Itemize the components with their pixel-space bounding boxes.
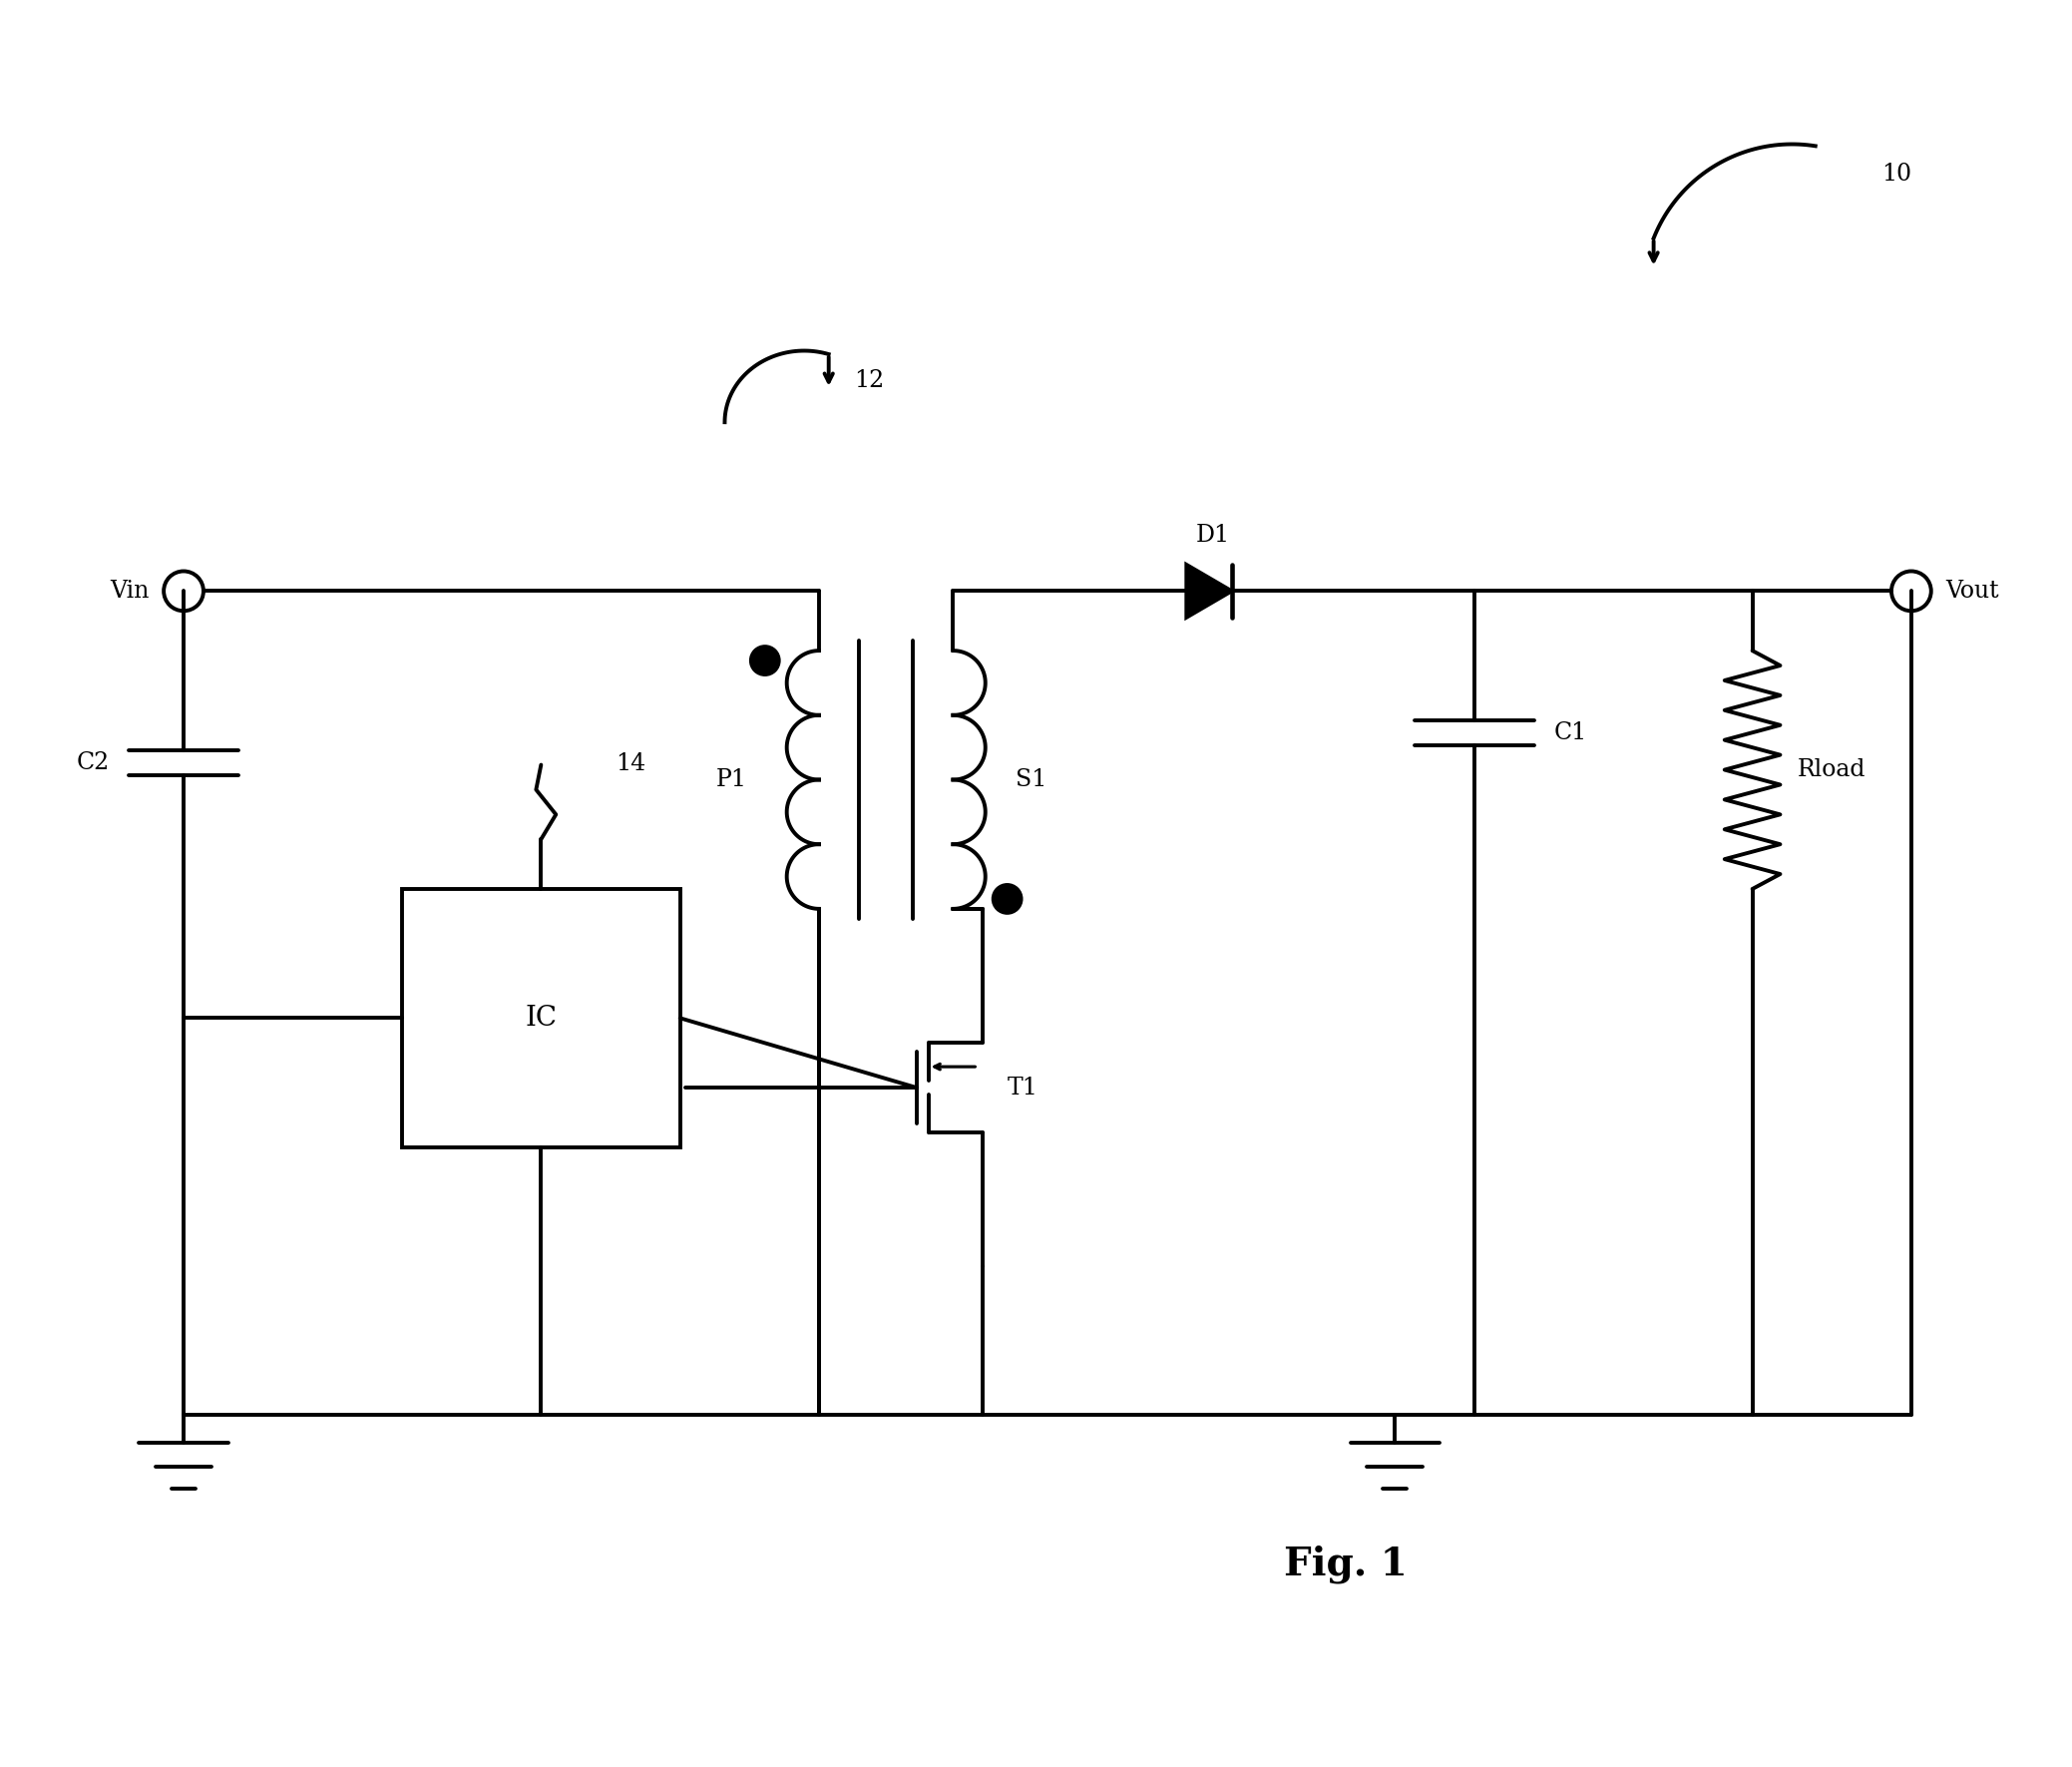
Bar	[402, 889, 680, 1147]
Text: Rload: Rload	[1796, 758, 1865, 781]
Text: T1: T1	[1007, 1076, 1038, 1099]
Polygon shape	[1187, 565, 1231, 617]
Text: C1: C1	[1554, 721, 1587, 744]
Text: P1: P1	[717, 769, 748, 792]
Text: Fig. 1: Fig. 1	[1283, 1544, 1407, 1583]
Text: S1: S1	[1015, 769, 1046, 792]
Text: Vout: Vout	[1946, 580, 1999, 603]
Text: D1: D1	[1196, 523, 1231, 546]
Circle shape	[992, 885, 1021, 914]
Circle shape	[750, 647, 779, 675]
Text: C2: C2	[77, 751, 110, 774]
Text: Vin: Vin	[110, 580, 149, 603]
Text: IC: IC	[524, 1005, 557, 1032]
Text: 12: 12	[854, 369, 885, 392]
Text: 10: 10	[1881, 163, 1912, 186]
Text: 14: 14	[615, 751, 646, 774]
